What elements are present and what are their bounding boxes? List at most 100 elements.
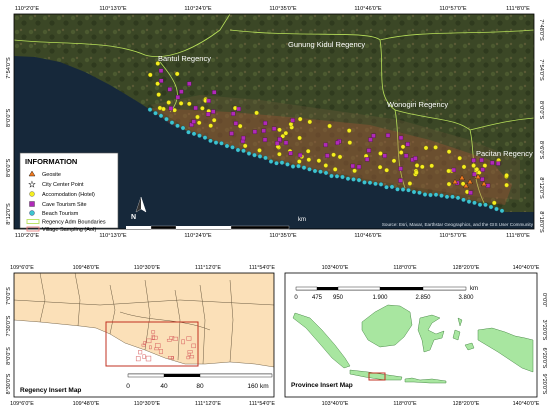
geosite-marker <box>459 174 465 180</box>
main-map: Bantul Regency Gunung Kidul Regency Wono… <box>6 6 544 246</box>
beach-tourism-marker <box>351 177 356 182</box>
beach-tourism-marker <box>175 123 180 129</box>
hotel-marker <box>378 151 383 156</box>
cave-site-marker <box>167 87 172 92</box>
cave-site-marker <box>189 122 194 127</box>
scale-segment <box>422 286 467 291</box>
aoi-village-outline <box>146 338 152 344</box>
regency-top-tick: 109°48'0"E <box>73 265 100 271</box>
regency-left-tick: 8°0'0"S <box>6 347 12 365</box>
beach-tourism-marker <box>329 173 334 179</box>
indonesia-islands <box>292 304 534 384</box>
hotel-marker <box>398 150 404 155</box>
scale-segment <box>199 373 273 378</box>
hotel-marker <box>208 123 213 128</box>
hotel-marker <box>414 170 419 175</box>
aoi-village-outline <box>191 343 196 349</box>
region-label-gunung-kidul: Gunung Kidul Regency <box>288 40 365 49</box>
hotel-marker <box>166 100 171 105</box>
regency-bottom-tick: 111°12'0"E <box>195 401 221 407</box>
cave-site-marker <box>364 157 370 162</box>
cave-site-marker <box>205 112 211 117</box>
hotel-marker <box>471 163 476 168</box>
aoi-village-outline <box>166 338 172 342</box>
scale-tick: 0 <box>126 239 130 246</box>
borneo-island <box>361 304 413 348</box>
main-left-tick: 8°0'0"S <box>6 109 12 128</box>
beach-tourism-marker <box>318 169 323 174</box>
hotel-marker <box>323 163 329 168</box>
regency-bottom-tick: 109°48'0"E <box>73 401 100 407</box>
beach-tourism-marker <box>439 193 444 198</box>
aoi-village-outline <box>171 356 174 360</box>
cave-site-marker <box>350 163 355 169</box>
regency-bottom-tick: 111°54'0"E <box>249 401 275 407</box>
beach-tourism-marker <box>499 208 505 214</box>
cave-site-marker <box>168 106 174 111</box>
hotel-marker <box>337 154 343 160</box>
aoi-village-outline <box>135 356 141 362</box>
beach-tourism-marker <box>285 162 290 167</box>
attribution: Source: Esri, Maxar, Earthstar Geographi… <box>382 222 534 227</box>
province-right-tick: 6°20'0"S <box>541 348 547 369</box>
scale-tick: 10 <box>164 239 172 246</box>
beach-tourism-marker <box>433 192 439 197</box>
scale-segment <box>127 373 165 378</box>
cave-site-marker <box>175 95 181 100</box>
north-label: N <box>131 214 136 221</box>
hotel-marker <box>391 158 397 164</box>
province-bottom-tick: 140°40'0"E <box>513 401 540 407</box>
hotel-marker <box>237 123 243 129</box>
beach-tourism-marker <box>290 164 296 169</box>
hotel-marker <box>196 120 202 126</box>
legend-item-city-center: ★ City Center Point <box>28 180 84 189</box>
cave-site-marker <box>335 140 340 146</box>
beach-tourism-marker <box>301 165 307 170</box>
beach-tourism-marker <box>153 110 158 116</box>
cave-site-marker <box>233 121 239 126</box>
geosite-marker <box>452 178 458 184</box>
hotel-marker <box>306 157 312 162</box>
cave-site-marker <box>368 137 373 142</box>
aoi-village-outline <box>151 334 155 340</box>
regency-insert-map: 109°6'0"E 109°48'0"E 110°30'0"E 111°12'0… <box>6 265 275 407</box>
line-box-icon <box>26 226 40 232</box>
hotel-marker <box>257 148 262 153</box>
main-top-tick: 110°13'0"E <box>99 6 127 12</box>
hotel-marker <box>377 164 383 170</box>
beach-tourism-marker <box>202 135 208 140</box>
aoi-village-outline <box>186 336 192 341</box>
main-left-tick: 8°12'0"S <box>6 203 12 225</box>
hotel-marker <box>172 107 177 113</box>
main-bottom-tick: 110°57'0"E <box>439 233 467 239</box>
aoi-village-outline <box>154 347 159 351</box>
beach-tourism-marker <box>472 200 477 206</box>
hotel-marker <box>429 163 434 169</box>
beach-tourism-marker <box>450 194 455 200</box>
province-top-tick: 140°40'0"E <box>513 265 540 271</box>
beach-tourism-marker <box>241 148 246 154</box>
aoi-village-outline <box>158 349 163 354</box>
cave-site-marker <box>274 141 280 146</box>
aoi-outlines <box>135 330 196 362</box>
cave-site-marker <box>496 161 501 166</box>
beach-tourism-marker <box>257 154 263 159</box>
beach-tourism-marker <box>466 199 472 204</box>
hotel-marker <box>277 127 282 133</box>
beach-tourism-marker <box>180 125 186 131</box>
main-top-tick: 111°8'0"E <box>506 6 530 12</box>
cave-site-marker <box>480 177 485 182</box>
scale-tick: 2.850 <box>415 295 431 301</box>
cave-site-marker <box>398 166 403 171</box>
main-scale-bar: 0 5 10 20 30 40 km <box>126 217 306 246</box>
legend-item-cave: Cave Tourism Site <box>29 201 87 208</box>
beach-tourism-marker <box>406 187 411 193</box>
province-bottom-tick: 128°20'0"E <box>453 401 480 407</box>
scale-segment <box>230 225 290 230</box>
hotel-marker <box>307 119 313 125</box>
cave-site-marker <box>229 131 234 136</box>
hotel-marker <box>446 181 452 187</box>
beach-tourism-marker <box>169 120 175 125</box>
scale-tick: 1.900 <box>372 295 388 301</box>
